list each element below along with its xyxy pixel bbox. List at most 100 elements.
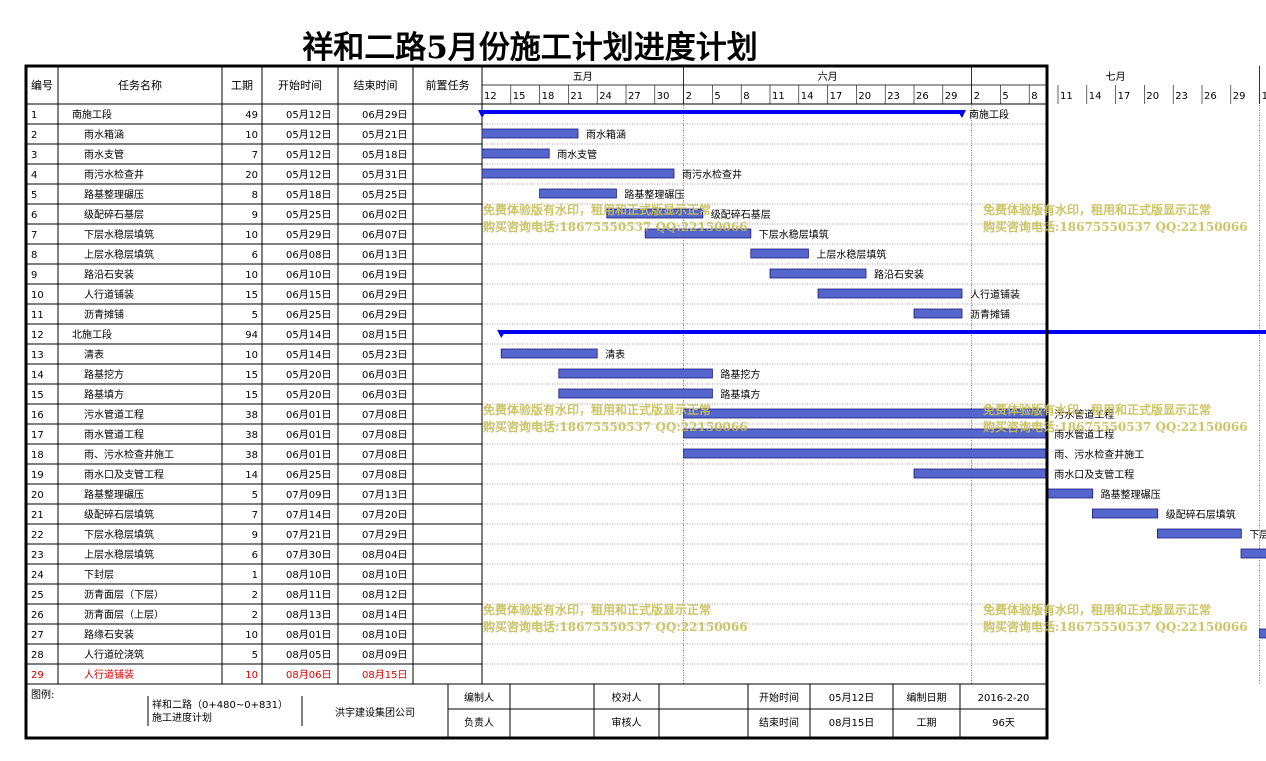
- task-id: 8: [31, 250, 37, 261]
- task-bar: [606, 208, 704, 219]
- task-bar: [1157, 528, 1242, 539]
- task-end: 07月13日: [362, 489, 407, 501]
- task-id: 23: [31, 550, 44, 561]
- task-start: 08月05日: [286, 649, 331, 661]
- task-id: 2: [31, 130, 37, 141]
- task-start: 07月09日: [286, 489, 331, 501]
- task-name: 沥青面层（下层）: [84, 588, 164, 601]
- task-duration: 5: [252, 310, 258, 321]
- task-bar: [750, 248, 809, 259]
- task-id: 28: [31, 650, 44, 661]
- compile-date-label: 编制日期: [907, 691, 947, 704]
- bar-label: 雨、污水检查井施工: [1054, 448, 1144, 461]
- task-end: 05月23日: [362, 349, 407, 361]
- task-end: 07月08日: [362, 409, 407, 421]
- task-duration: 5: [252, 650, 258, 661]
- task-name: 路基挖方: [84, 368, 124, 381]
- task-start: 08月10日: [286, 569, 331, 581]
- task-bar: [558, 368, 713, 379]
- task-id: 4: [31, 170, 37, 181]
- tick-label: 11: [772, 91, 785, 102]
- timeline-header: 五月 12 15 18 21 24 27 30 六月 2 5 8 11 14 17 20 23 26 29 七月 2 5 8…: [482, 66, 1266, 104]
- bar-label: 级配碎石基层: [711, 208, 771, 221]
- task-name: 级配碎石层填筑: [84, 508, 154, 521]
- task-duration: 10: [245, 670, 258, 681]
- task-bar: [683, 408, 1047, 419]
- task-duration: 15: [245, 370, 258, 381]
- task-name: 路沿石安装: [84, 268, 134, 281]
- task-id: 11: [31, 310, 44, 321]
- task-bar: [644, 228, 752, 239]
- header-end: 结束时间: [354, 79, 398, 92]
- task-duration: 10: [245, 350, 258, 361]
- task-duration: 1: [252, 570, 258, 581]
- task-end: 06月03日: [362, 369, 407, 381]
- task-start: 05月18日: [286, 189, 331, 201]
- task-name: 路基填方: [84, 388, 124, 401]
- tick-label: 17: [1118, 91, 1131, 102]
- gantt-bars: 南施工段雨水箱涵雨水支管雨污水检查井路基整理碾压级配碎石基层下层水稳层填筑上层水…: [478, 108, 1266, 639]
- tick-label: 5: [714, 91, 720, 102]
- company-name: 洪宇建设集团公司: [335, 706, 415, 719]
- task-name: 沥青面层（上层）: [84, 608, 164, 621]
- bar-label: 下层水稳层填筑: [759, 228, 829, 241]
- task-bar: [913, 308, 963, 319]
- bar-label: 路基挖方: [720, 368, 760, 381]
- task-bar: [913, 468, 1047, 479]
- task-bar: [558, 388, 713, 399]
- task-start: 06月25日: [286, 469, 331, 481]
- tick-label: 23: [887, 91, 900, 102]
- task-bar: [481, 128, 579, 139]
- header-id: 编号: [31, 78, 53, 92]
- task-start: 07月21日: [286, 529, 331, 541]
- task-start: 05月14日: [286, 329, 331, 341]
- header-pred: 前置任务: [426, 78, 470, 92]
- task-id: 24: [31, 570, 44, 581]
- task-id: 10: [31, 290, 44, 301]
- task-id: 13: [31, 350, 44, 361]
- task-id: 3: [31, 150, 37, 161]
- tick-label: 23: [1175, 91, 1188, 102]
- tick-label: 11: [1060, 91, 1073, 102]
- tick-label: 30: [657, 91, 670, 102]
- task-start: 06月01日: [286, 429, 331, 441]
- summary-bar: [482, 110, 962, 114]
- task-name: 雨污水检查井: [84, 168, 144, 181]
- task-end: 06月29日: [362, 309, 407, 321]
- tick-label: 27: [628, 91, 641, 102]
- task-name: 下层水稳层填筑: [84, 528, 154, 541]
- task-duration: 7: [252, 150, 258, 161]
- summary-start-marker: [497, 330, 507, 338]
- task-id: 16: [31, 410, 44, 421]
- task-end: 07月20日: [362, 509, 407, 521]
- task-end: 06月29日: [362, 109, 407, 121]
- task-name: 清表: [84, 348, 104, 361]
- task-name: 沥青摊铺: [84, 308, 124, 321]
- task-duration: 9: [252, 210, 258, 221]
- task-id: 15: [31, 390, 44, 401]
- task-name: 下层水稳层填筑: [84, 228, 154, 241]
- task-name: 上层水稳层填筑: [84, 548, 154, 561]
- task-bar: [769, 268, 867, 279]
- bar-label: 清表: [605, 348, 625, 361]
- period-label: 工期: [917, 717, 937, 729]
- tick-label: 14: [801, 91, 814, 102]
- task-id: 5: [31, 190, 37, 201]
- month-label: 五月: [573, 71, 593, 83]
- task-name: 下封层: [84, 568, 114, 581]
- task-name: 路基整理碾压: [84, 188, 144, 201]
- month-label: 六月: [818, 71, 838, 83]
- page-title: 祥和二路5月份施工计划进度计划: [302, 30, 758, 66]
- task-duration: 20: [245, 170, 258, 181]
- task-end: 06月02日: [362, 209, 407, 221]
- task-end: 06月03日: [362, 389, 407, 401]
- tick-label: 20: [1146, 91, 1159, 102]
- task-duration: 94: [245, 330, 258, 341]
- task-duration: 38: [245, 410, 258, 421]
- summary-end-marker: [957, 110, 966, 118]
- task-start: 05月25日: [286, 209, 331, 221]
- task-id: 9: [31, 270, 37, 281]
- tick-label: 5: [1002, 91, 1008, 102]
- task-id: 22: [31, 530, 44, 541]
